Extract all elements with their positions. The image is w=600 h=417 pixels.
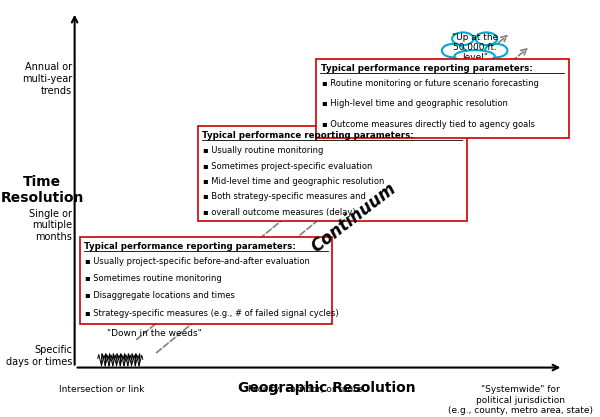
Ellipse shape: [476, 33, 497, 45]
Text: Typical performance reporting parameters:: Typical performance reporting parameters…: [0, 416, 1, 417]
Ellipse shape: [458, 39, 491, 56]
Text: Single or
multiple
months: Single or multiple months: [29, 208, 72, 242]
Text: ▪ Routine monitoring or future scenario forecasting: ▪ Routine monitoring or future scenario …: [322, 79, 539, 88]
Text: Typical performance reporting parameters:: Typical performance reporting parameters…: [0, 416, 1, 417]
Ellipse shape: [442, 44, 464, 57]
Text: Continuum: Continuum: [308, 179, 400, 256]
Text: ▪ High-level time and geographic resolution: ▪ High-level time and geographic resolut…: [322, 100, 508, 108]
Text: ▪ Mid-level time and geographic resolution: ▪ Mid-level time and geographic resoluti…: [203, 177, 385, 186]
Text: Time
Resolution: Time Resolution: [1, 175, 84, 205]
FancyBboxPatch shape: [316, 59, 569, 138]
Text: Annual or
multi-year
trends: Annual or multi-year trends: [22, 63, 72, 95]
Text: "Up at the
50,000 ft.
level": "Up at the 50,000 ft. level": [452, 33, 498, 62]
Ellipse shape: [485, 44, 508, 57]
Text: ▪ Strategy-specific measures (e.g., # of failed signal cycles): ▪ Strategy-specific measures (e.g., # of…: [85, 309, 339, 318]
FancyBboxPatch shape: [198, 126, 467, 221]
Text: "Down in the weeds": "Down in the weeds": [107, 329, 202, 339]
Text: Facility, corridor, or route: Facility, corridor, or route: [248, 385, 363, 394]
Text: ▪ Outcome measures directly tied to agency goals: ▪ Outcome measures directly tied to agen…: [322, 120, 535, 129]
Text: "Systemwide" for
political jurisdiction
(e.g., county, metro area, state): "Systemwide" for political jurisdiction …: [448, 385, 593, 415]
FancyBboxPatch shape: [80, 237, 332, 324]
Text: Intersection or link: Intersection or link: [59, 385, 144, 394]
Text: ▪ Sometimes project-specific evaluation: ▪ Sometimes project-specific evaluation: [203, 162, 373, 171]
Ellipse shape: [452, 33, 473, 45]
Text: Typical performance reporting parameters:: Typical performance reporting parameters…: [202, 131, 414, 140]
Text: ▪ Sometimes routine monitoring: ▪ Sometimes routine monitoring: [85, 274, 222, 283]
Text: ▪ Usually routine monitoring: ▪ Usually routine monitoring: [203, 146, 324, 155]
Text: Specific
days or times: Specific days or times: [5, 345, 72, 367]
Text: ▪ overall outcome measures (delay): ▪ overall outcome measures (delay): [203, 208, 356, 217]
Text: ▪ Disaggregate locations and times: ▪ Disaggregate locations and times: [85, 291, 235, 301]
Ellipse shape: [455, 50, 495, 62]
Text: ▪ Usually project-specific before-and-after evaluation: ▪ Usually project-specific before-and-af…: [85, 257, 310, 266]
Text: Typical performance reporting parameters:: Typical performance reporting parameters…: [320, 64, 532, 73]
Text: Typical performance reporting parameters:: Typical performance reporting parameters…: [84, 242, 296, 251]
Text: Geographic Resolution: Geographic Resolution: [238, 381, 416, 395]
Text: Typical performance reporting parameters:: Typical performance reporting parameters…: [0, 416, 1, 417]
Text: ▪ Both strategy-specific measures and: ▪ Both strategy-specific measures and: [203, 193, 367, 201]
